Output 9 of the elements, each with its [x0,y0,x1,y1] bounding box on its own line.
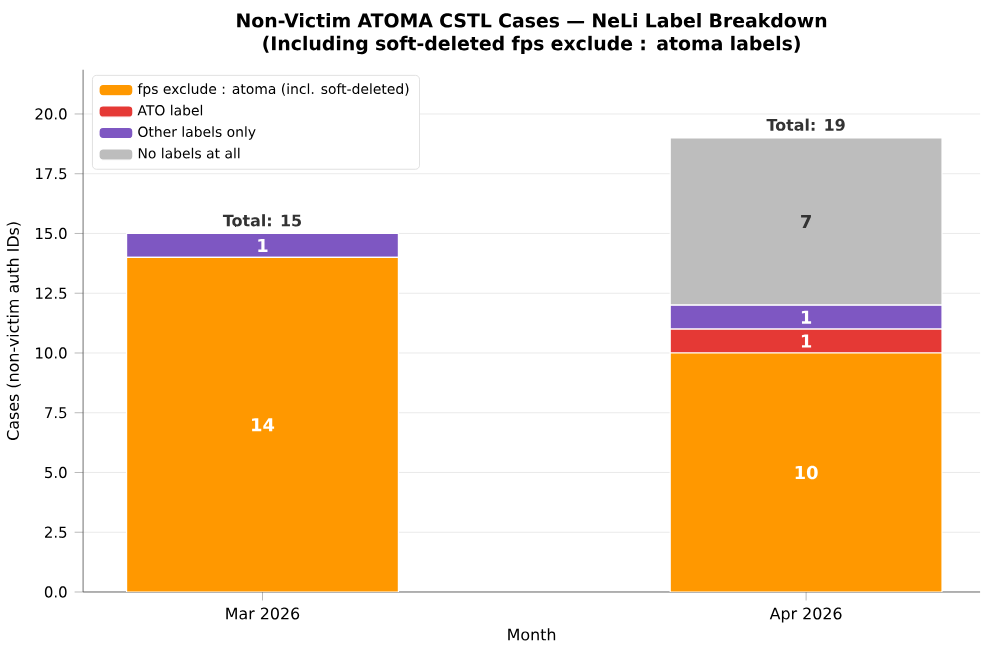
data-label: 7 [801,215,811,229]
bar [669,352,943,593]
chart-title: Non-Victim ATOMA CSTL Cases — NeLi Label Breakdown (Including soft-deleted fps exclude : atoma labels) [237,13,827,55]
bar [125,256,399,593]
data-label: 1 [258,239,268,253]
data-label: 1 [801,310,812,324]
data-label: 1 [801,334,812,348]
data-label: 10 [795,465,818,480]
data-label: 14 [252,418,275,432]
